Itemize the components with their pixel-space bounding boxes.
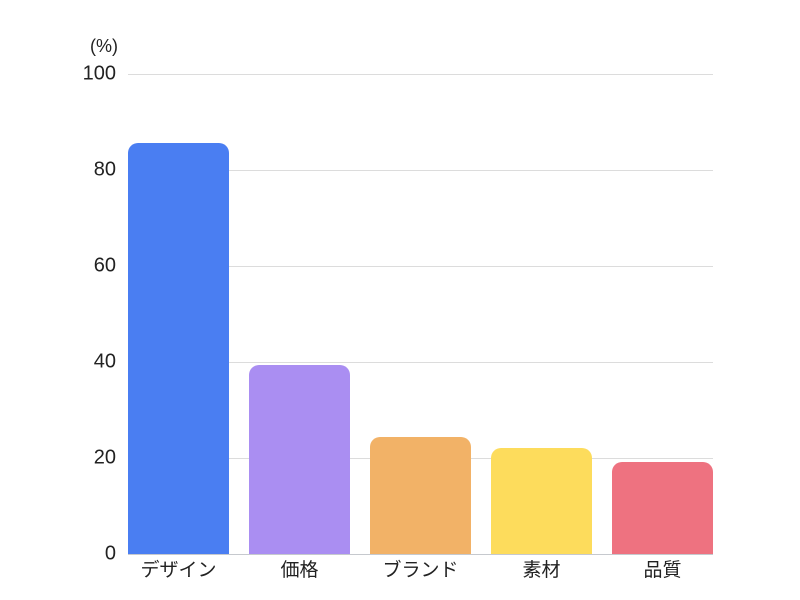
y-tick-label: 100 xyxy=(82,62,116,85)
gridline xyxy=(128,169,713,171)
x-axis-baseline xyxy=(128,553,713,555)
bar-品質 xyxy=(612,462,713,554)
x-category-label: 素材 xyxy=(522,560,561,581)
gridline xyxy=(128,73,713,75)
x-category-label: ブランド xyxy=(382,560,459,581)
y-tick-label: 40 xyxy=(93,350,116,373)
y-tick-label: 0 xyxy=(104,542,116,565)
bar-デザイン xyxy=(128,142,229,554)
gridline xyxy=(128,265,713,267)
y-tick-label: 20 xyxy=(93,446,116,469)
y-tick-label: 60 xyxy=(93,254,116,277)
bar-価格 xyxy=(249,364,350,554)
x-category-label: デザイン xyxy=(140,560,217,581)
x-category-label: 品質 xyxy=(643,560,682,581)
plot-area xyxy=(128,73,713,555)
y-axis-unit-label: (%) xyxy=(90,36,118,56)
gridline xyxy=(128,361,713,363)
bar-ブランド xyxy=(370,437,471,554)
x-category-label: 価格 xyxy=(280,560,319,581)
y-tick-label: 80 xyxy=(93,158,116,181)
bar-素材 xyxy=(491,448,592,554)
